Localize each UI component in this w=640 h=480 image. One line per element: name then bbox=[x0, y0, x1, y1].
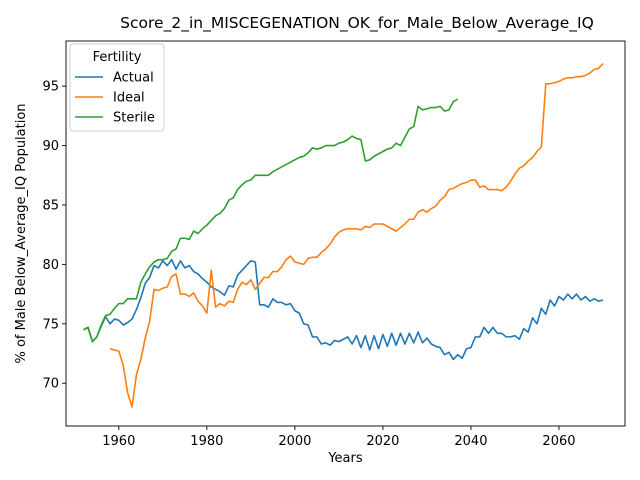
series-layer bbox=[83, 63, 604, 408]
tick-layer: 1960 1980 2000 2020 2040 2060 70 75 80 85 90 95 bbox=[42, 80, 575, 449]
y-tick-label: 70 bbox=[42, 377, 59, 392]
series-line-actual bbox=[83, 258, 604, 361]
x-tick-label: 2060 bbox=[542, 434, 575, 449]
y-tick-label: 80 bbox=[42, 258, 59, 273]
legend-title: Fertility bbox=[93, 50, 142, 65]
x-tick-label: 2020 bbox=[366, 434, 399, 449]
chart-title: Score_2_in_MISCEGENATION_OK_for_Male_Bel… bbox=[120, 14, 594, 33]
legend-label-sterile: Sterile bbox=[113, 111, 155, 126]
x-tick-label: 1960 bbox=[102, 434, 135, 449]
x-tick-label: 2040 bbox=[454, 434, 487, 449]
series-line-ideal bbox=[109, 63, 604, 408]
legend-label-actual: Actual bbox=[113, 71, 154, 86]
legend: Fertility Actual Ideal Sterile bbox=[69, 43, 165, 132]
x-axis-label: Years bbox=[327, 451, 363, 466]
y-tick-label: 85 bbox=[42, 198, 59, 213]
legend-items: Actual Ideal Sterile bbox=[75, 71, 155, 126]
series-line-sterile bbox=[83, 98, 459, 343]
legend-box bbox=[69, 43, 165, 132]
x-tick-label: 1980 bbox=[190, 434, 223, 449]
y-axis-label: % of Male Below_Average_IQ Population bbox=[14, 103, 29, 363]
plot-frame bbox=[65, 40, 626, 427]
x-tick-label: 2000 bbox=[278, 434, 311, 449]
y-tick-label: 95 bbox=[42, 80, 59, 95]
legend-label-ideal: Ideal bbox=[113, 91, 145, 106]
y-tick-label: 75 bbox=[42, 317, 59, 332]
y-tick-label: 90 bbox=[42, 139, 59, 154]
